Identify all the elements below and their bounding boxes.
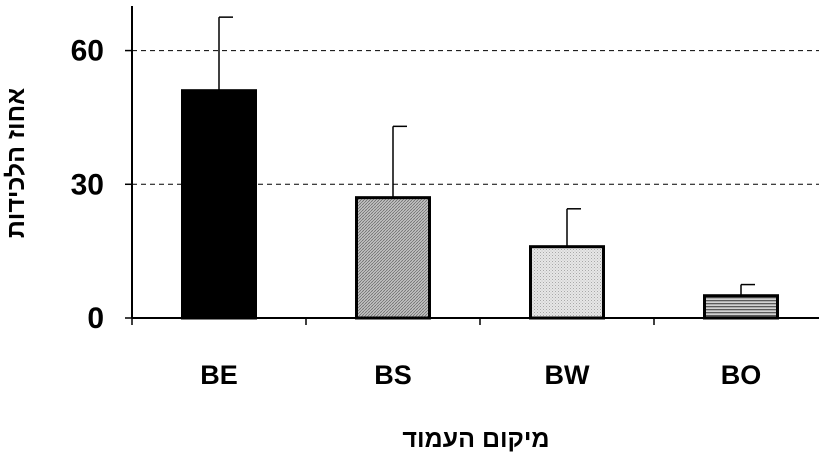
- x-tick-label-bs: BS: [374, 360, 412, 390]
- y-tick-label-30: 30: [71, 168, 104, 201]
- axes: [125, 6, 819, 325]
- y-tick-label-0: 0: [87, 302, 104, 335]
- bar-bs: [355, 196, 431, 320]
- bar-be: [181, 89, 257, 320]
- bar-bw: [529, 245, 605, 320]
- x-axis-title: מיקום העמוד: [402, 425, 549, 453]
- bars: [181, 89, 779, 320]
- y-axis-title: אחוז הלכידות: [2, 88, 30, 238]
- bar-bo: [703, 294, 779, 320]
- error-bars: [218, 16, 755, 296]
- y-tick-label-60: 60: [71, 35, 104, 68]
- x-tick-label-bw: BW: [545, 360, 590, 390]
- labels: BE BS BW BO 0 30 60: [71, 35, 762, 390]
- x-tick-label-be: BE: [200, 360, 238, 390]
- x-tick-label-bo: BO: [721, 360, 762, 390]
- gridlines: [132, 50, 819, 185]
